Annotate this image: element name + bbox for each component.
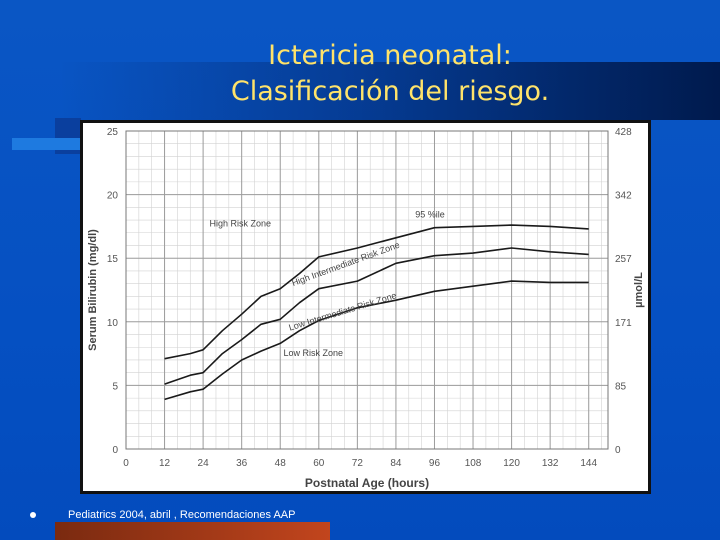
bottom-accent-bar [55,522,330,540]
footer: Pediatrics 2004, abril , Recomendaciones… [30,506,295,524]
percentile-curve-3 [164,280,589,401]
plot-border [125,130,609,450]
title-line-1: Ictericia neonatal: [268,40,512,71]
title-line-2: Clasificación del riesgo. [230,76,550,107]
slide-title: Ictericia neonatal: Clasificación del ri… [180,38,600,110]
x-tick-label: 96 [429,458,441,469]
percentile-curve-1 [164,224,589,360]
bilirubin-nomogram-chart: 0 12 24 36 48 60 72 84 96 108 120 132 144 0 5 10 15 20 25 0… [83,123,648,491]
x-tick-label: 72 [352,458,364,469]
y2-tick-label: 342 [615,191,632,202]
x-tick-label: 108 [465,458,482,469]
y2-tick-label: 85 [615,381,627,392]
y-axis-label: Serum Bilirubin (mg/dl) [87,229,99,351]
chart-frame: 0 12 24 36 48 60 72 84 96 108 120 132 144 0 5 10 15 20 25 0… [80,120,651,494]
y2-tick-label: 0 [615,445,621,456]
y-tick-label: 25 [107,127,119,138]
x-tick-label: 132 [542,458,559,469]
x-tick-label: 12 [159,458,171,469]
y2-tick-label: 257 [615,254,632,265]
x-tick-label: 36 [236,458,248,469]
decorative-band [60,62,720,120]
zone-annotation-1: High Risk Zone [210,218,272,228]
x-tick-label: 48 [275,458,287,469]
x-tick-label: 24 [198,458,210,469]
x-tick-label: 144 [580,458,597,469]
y-tick-label: 5 [112,381,118,392]
decorative-bar [12,138,82,150]
y2-axis-label: µmol/L [633,272,645,308]
zone-annotation-5: Low Risk Zone [283,348,343,358]
x-tick-label: 84 [390,458,402,469]
y-tick-label: 20 [107,191,119,202]
zone-annotation-2: 95 %ile [415,209,445,219]
x-tick-label: 60 [313,458,325,469]
y-tick-label: 10 [107,318,119,329]
y2-tick-label: 428 [615,127,632,138]
percentile-curve-2 [164,247,589,385]
y-tick-label: 15 [107,254,119,265]
y-tick-label: 0 [112,445,118,456]
bullet-icon [30,512,36,518]
x-axis-label: Postnatal Age (hours) [305,476,429,490]
y2-tick-label: 171 [615,318,632,329]
x-tick-label: 0 [123,458,129,469]
x-tick-label: 120 [503,458,520,469]
footer-citation: Pediatrics 2004, abril , Recomendaciones… [68,509,296,521]
